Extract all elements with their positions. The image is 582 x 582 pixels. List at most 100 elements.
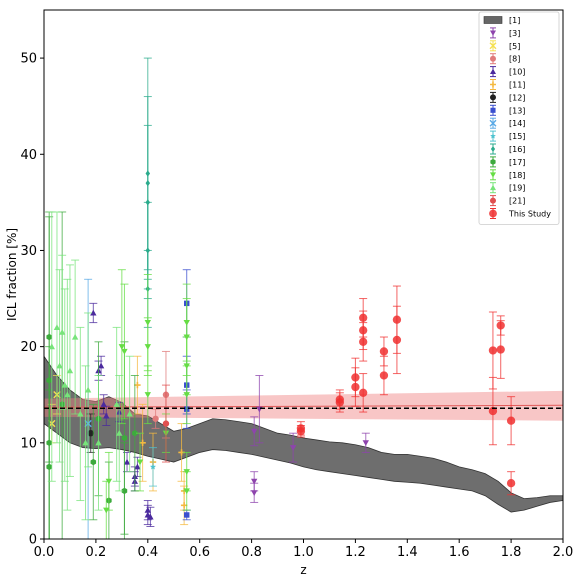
data-point — [335, 398, 344, 407]
data-point — [118, 344, 126, 350]
legend-label: This Study — [508, 210, 551, 219]
data-point — [147, 513, 154, 520]
data-point — [362, 440, 369, 447]
x-tick-label: 0.2 — [86, 545, 107, 560]
y-tick-label: 0 — [29, 533, 37, 548]
legend-entry: [15] — [490, 130, 525, 142]
data-point — [162, 420, 170, 427]
legend-entry: [8] — [490, 53, 520, 65]
data-point — [379, 371, 389, 380]
data-point — [359, 337, 368, 346]
x-tick-label: 1.6 — [449, 545, 470, 560]
legend-entry: [16] — [490, 143, 525, 155]
simulation-band — [44, 355, 563, 513]
data-point — [121, 434, 128, 442]
data-point — [53, 324, 61, 330]
legend-box — [478, 11, 560, 225]
data-point — [134, 463, 141, 470]
legend-swatch — [483, 16, 503, 24]
data-point — [152, 415, 159, 422]
plot-area — [44, 57, 563, 539]
legend-entry: [18] — [490, 169, 525, 181]
data-point — [379, 347, 389, 356]
axes: 0.0 0.2 0.4 0.6 0.8 1.0 1.2 1.4 1.6 1.8 2.0 0 10 20 30… — [20, 9, 573, 560]
legend-label: [21] — [509, 197, 525, 206]
data-point — [132, 430, 138, 437]
x-tick-label: 0.4 — [137, 545, 158, 560]
data-point — [289, 445, 297, 451]
legend-label: [13] — [509, 106, 525, 115]
series-14 — [296, 285, 516, 496]
legend-label: [1] — [509, 16, 520, 25]
legend-entry: [3] — [490, 27, 520, 39]
data-point — [490, 197, 496, 204]
data-point — [490, 30, 496, 36]
x-tick-label: 1.4 — [397, 545, 418, 560]
legend-entry: [1] — [483, 16, 520, 25]
y-axis-label: ICL fraction [%] — [5, 228, 19, 321]
legend-label: [18] — [509, 171, 525, 180]
legend-entry: [12] — [490, 91, 525, 103]
data-point — [48, 343, 55, 350]
data-point — [296, 427, 306, 436]
data-point — [46, 463, 52, 471]
data-point — [506, 479, 516, 488]
data-point — [144, 392, 151, 398]
plot-content — [44, 57, 563, 539]
data-point — [121, 348, 128, 355]
legend-label: [14] — [509, 119, 525, 128]
legend-label: [11] — [509, 81, 525, 90]
legend-label: [19] — [509, 184, 525, 193]
data-point — [496, 345, 505, 354]
data-point — [184, 512, 190, 518]
legend-entry: [14] — [489, 117, 525, 129]
y-tick-label: 40 — [20, 148, 37, 163]
data-point — [90, 309, 97, 316]
legend-label: [17] — [509, 158, 525, 167]
data-point — [71, 333, 79, 340]
data-point — [183, 488, 190, 495]
data-point — [103, 412, 110, 419]
data-point — [490, 107, 496, 113]
data-point — [116, 430, 123, 436]
data-point — [87, 430, 94, 437]
x-tick-label: 1.8 — [501, 545, 522, 560]
x-tick-label: 1.0 — [293, 545, 314, 560]
data-point — [488, 346, 498, 355]
x-axis-label: z — [300, 563, 306, 577]
data-point — [97, 362, 105, 369]
data-point — [90, 458, 97, 466]
series-0 — [250, 374, 370, 503]
data-point — [113, 401, 120, 407]
legend-label: [15] — [509, 132, 525, 141]
data-point — [121, 487, 128, 495]
legend-entry: [13] — [490, 104, 525, 116]
data-point — [64, 391, 71, 398]
data-point — [95, 439, 102, 446]
data-point — [490, 94, 496, 101]
legend-entry: [21] — [490, 195, 525, 207]
y-tick-label: 30 — [20, 244, 37, 259]
series-11 — [102, 269, 191, 539]
legend-entry: [19] — [490, 182, 525, 194]
data-point — [490, 133, 496, 139]
legend-entry: [10] — [490, 66, 525, 78]
x-tick-label: 0.0 — [34, 545, 55, 560]
data-point — [351, 382, 360, 392]
data-point — [144, 344, 151, 350]
data-point — [100, 401, 107, 407]
legend-label: [12] — [509, 93, 525, 102]
legend: [1] [3] [5] [8] [10] [11] [12] [13] [14] [15] [16]… — [478, 11, 560, 225]
data-point — [61, 381, 68, 388]
trend-line — [44, 404, 563, 408]
data-point — [77, 410, 84, 417]
data-point — [56, 362, 63, 369]
data-point — [250, 428, 258, 435]
legend-entry: This Study — [489, 208, 551, 219]
data-point — [149, 463, 157, 470]
data-point — [84, 386, 92, 393]
data-point — [183, 392, 190, 398]
data-point — [490, 158, 496, 165]
legend-label: [5] — [509, 42, 520, 51]
